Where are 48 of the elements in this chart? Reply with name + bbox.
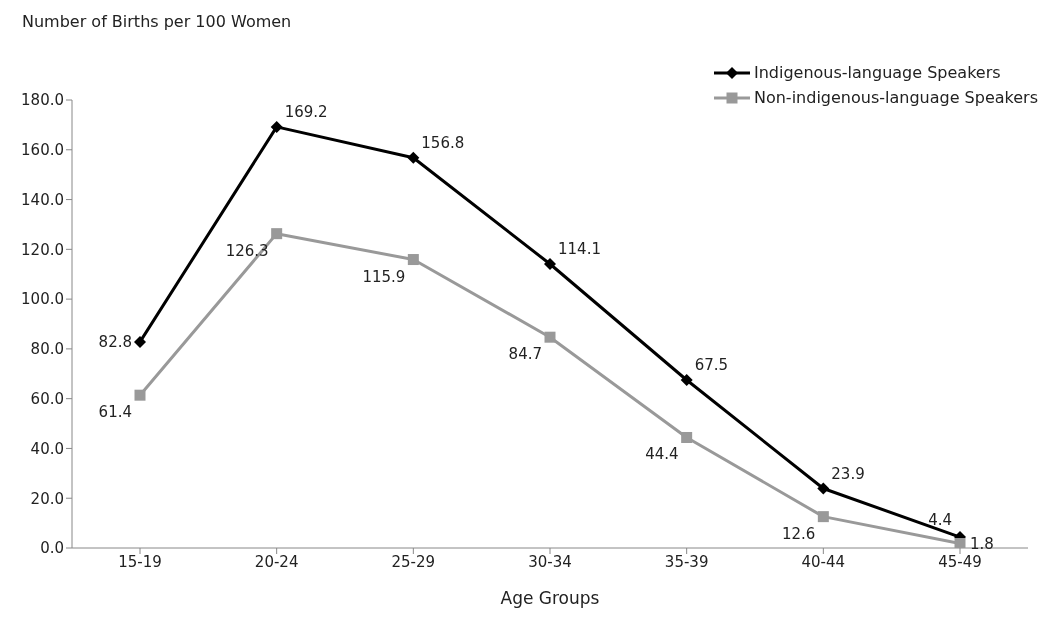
y-tick-label: 180.0 [21, 91, 64, 110]
point [407, 151, 420, 164]
point [681, 431, 693, 443]
point [817, 511, 829, 523]
y-tick-label: 160.0 [21, 141, 64, 160]
y-tick-label: 60.0 [30, 389, 64, 408]
x-tick-label: 25-29 [391, 552, 436, 571]
y-axis-title: Number of Births per 100 Women [22, 12, 292, 31]
x-tick-label: 20-24 [254, 552, 299, 571]
x-tick-label: 30-34 [528, 552, 572, 571]
data-label: 61.4 [98, 403, 132, 422]
y-tick-label: 120.0 [21, 240, 64, 259]
data-label: 169.2 [284, 102, 328, 121]
y-tick-label: 100.0 [21, 290, 64, 309]
data-label: 4.4 [928, 511, 952, 530]
x-tick-label: 40-44 [801, 552, 846, 571]
data-label: 23.9 [831, 464, 865, 483]
point [544, 258, 556, 271]
data-label: 1.8 [970, 534, 994, 553]
point [270, 120, 283, 133]
data-label: 114.1 [558, 240, 601, 259]
data-label: 115.9 [362, 267, 406, 286]
data-label: 67.5 [694, 356, 729, 374]
point [680, 374, 693, 386]
x-tick-label: 45-49 [938, 552, 982, 571]
x-tick-label: 35-39 [664, 552, 709, 571]
data-label: 126.3 [225, 241, 269, 260]
data-label: 84.7 [508, 345, 542, 364]
point [544, 331, 556, 343]
y-tick-label: 80.0 [30, 340, 64, 359]
point [271, 228, 283, 240]
legend-label: Indigenous-language Speakers [753, 63, 1001, 82]
point [134, 335, 146, 348]
data-label: 82.8 [98, 332, 132, 351]
point [954, 538, 966, 548]
point [817, 482, 830, 495]
data-label: 44.4 [645, 445, 679, 464]
y-tick-label: 140.0 [21, 190, 64, 209]
data-label: 12.6 [781, 524, 816, 543]
y-tick-label: 0.0 [40, 539, 64, 558]
y-tick-label: 20.0 [30, 489, 64, 508]
x-tick-label: 15-19 [118, 552, 162, 571]
legend-label: Non-indigenous-language Speakers [753, 88, 1038, 107]
data-label: 156.8 [421, 133, 465, 152]
x-axis-title: Age Groups [500, 588, 600, 608]
point [407, 254, 419, 266]
y-tick-label: 40.0 [30, 439, 64, 458]
point [134, 389, 146, 401]
